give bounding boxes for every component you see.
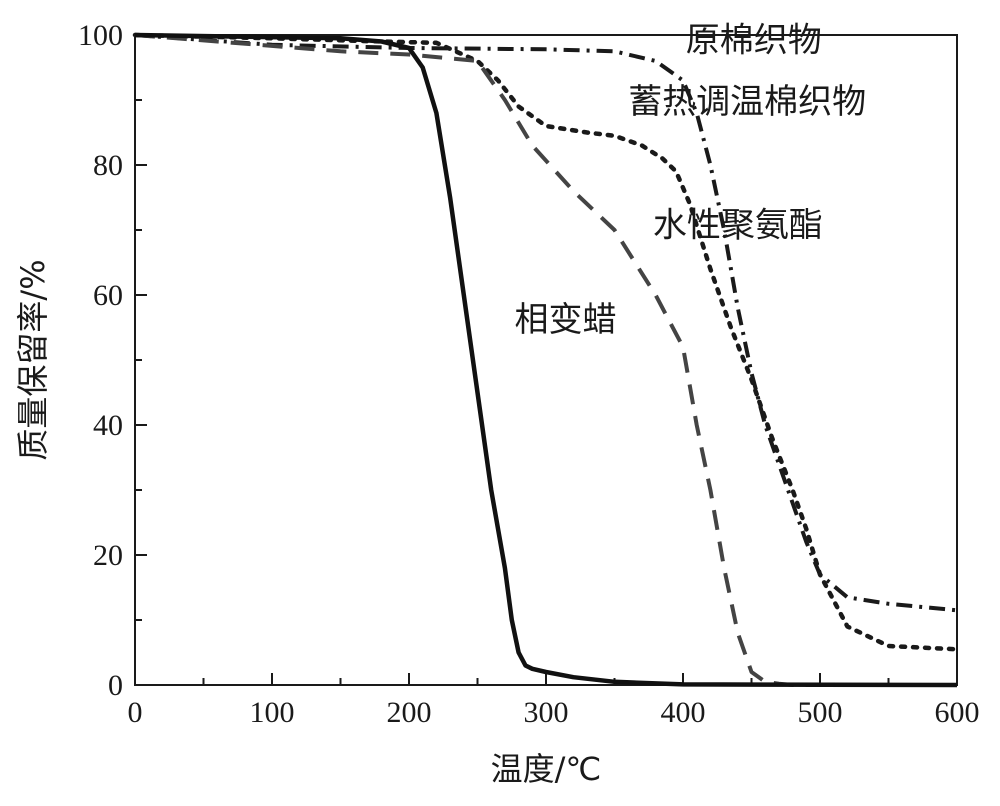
y-tick-label: 20 (93, 539, 123, 572)
x-tick-label: 0 (128, 696, 143, 729)
y-tick-label: 80 (93, 149, 123, 182)
x-tick-label: 200 (387, 696, 432, 729)
y-tick-label: 0 (108, 669, 123, 702)
x-tick-label: 600 (935, 696, 980, 729)
x-tick-label: 100 (250, 696, 295, 729)
x-tick-label: 500 (798, 696, 843, 729)
series-line (134, 33, 958, 613)
series-line (132, 32, 960, 652)
series-line (134, 33, 957, 687)
series-label: 蓄热调温棉织物 (628, 82, 866, 122)
x-tick-label: 300 (524, 696, 569, 729)
plot-frame (134, 34, 958, 686)
y-tick-label: 60 (93, 279, 123, 312)
x-axis-ticks: 0 100 200 300 400 500 600 (128, 673, 980, 729)
series-layer (132, 32, 960, 688)
y-tick-label: 100 (78, 19, 123, 52)
y-axis-title: 质量保留率/% (14, 259, 52, 460)
y-tick-label: 40 (93, 409, 123, 442)
series-line (134, 32, 958, 688)
series-label: 原棉织物 (686, 20, 822, 60)
x-tick-label: 400 (661, 696, 706, 729)
y-axis-ticks: 0 20 40 60 80 100 (78, 19, 147, 702)
x-axis-title: 温度/℃ (491, 750, 602, 788)
series-label: 水性聚氨酯 (653, 206, 823, 246)
series-label: 相变蜡 (514, 300, 616, 340)
